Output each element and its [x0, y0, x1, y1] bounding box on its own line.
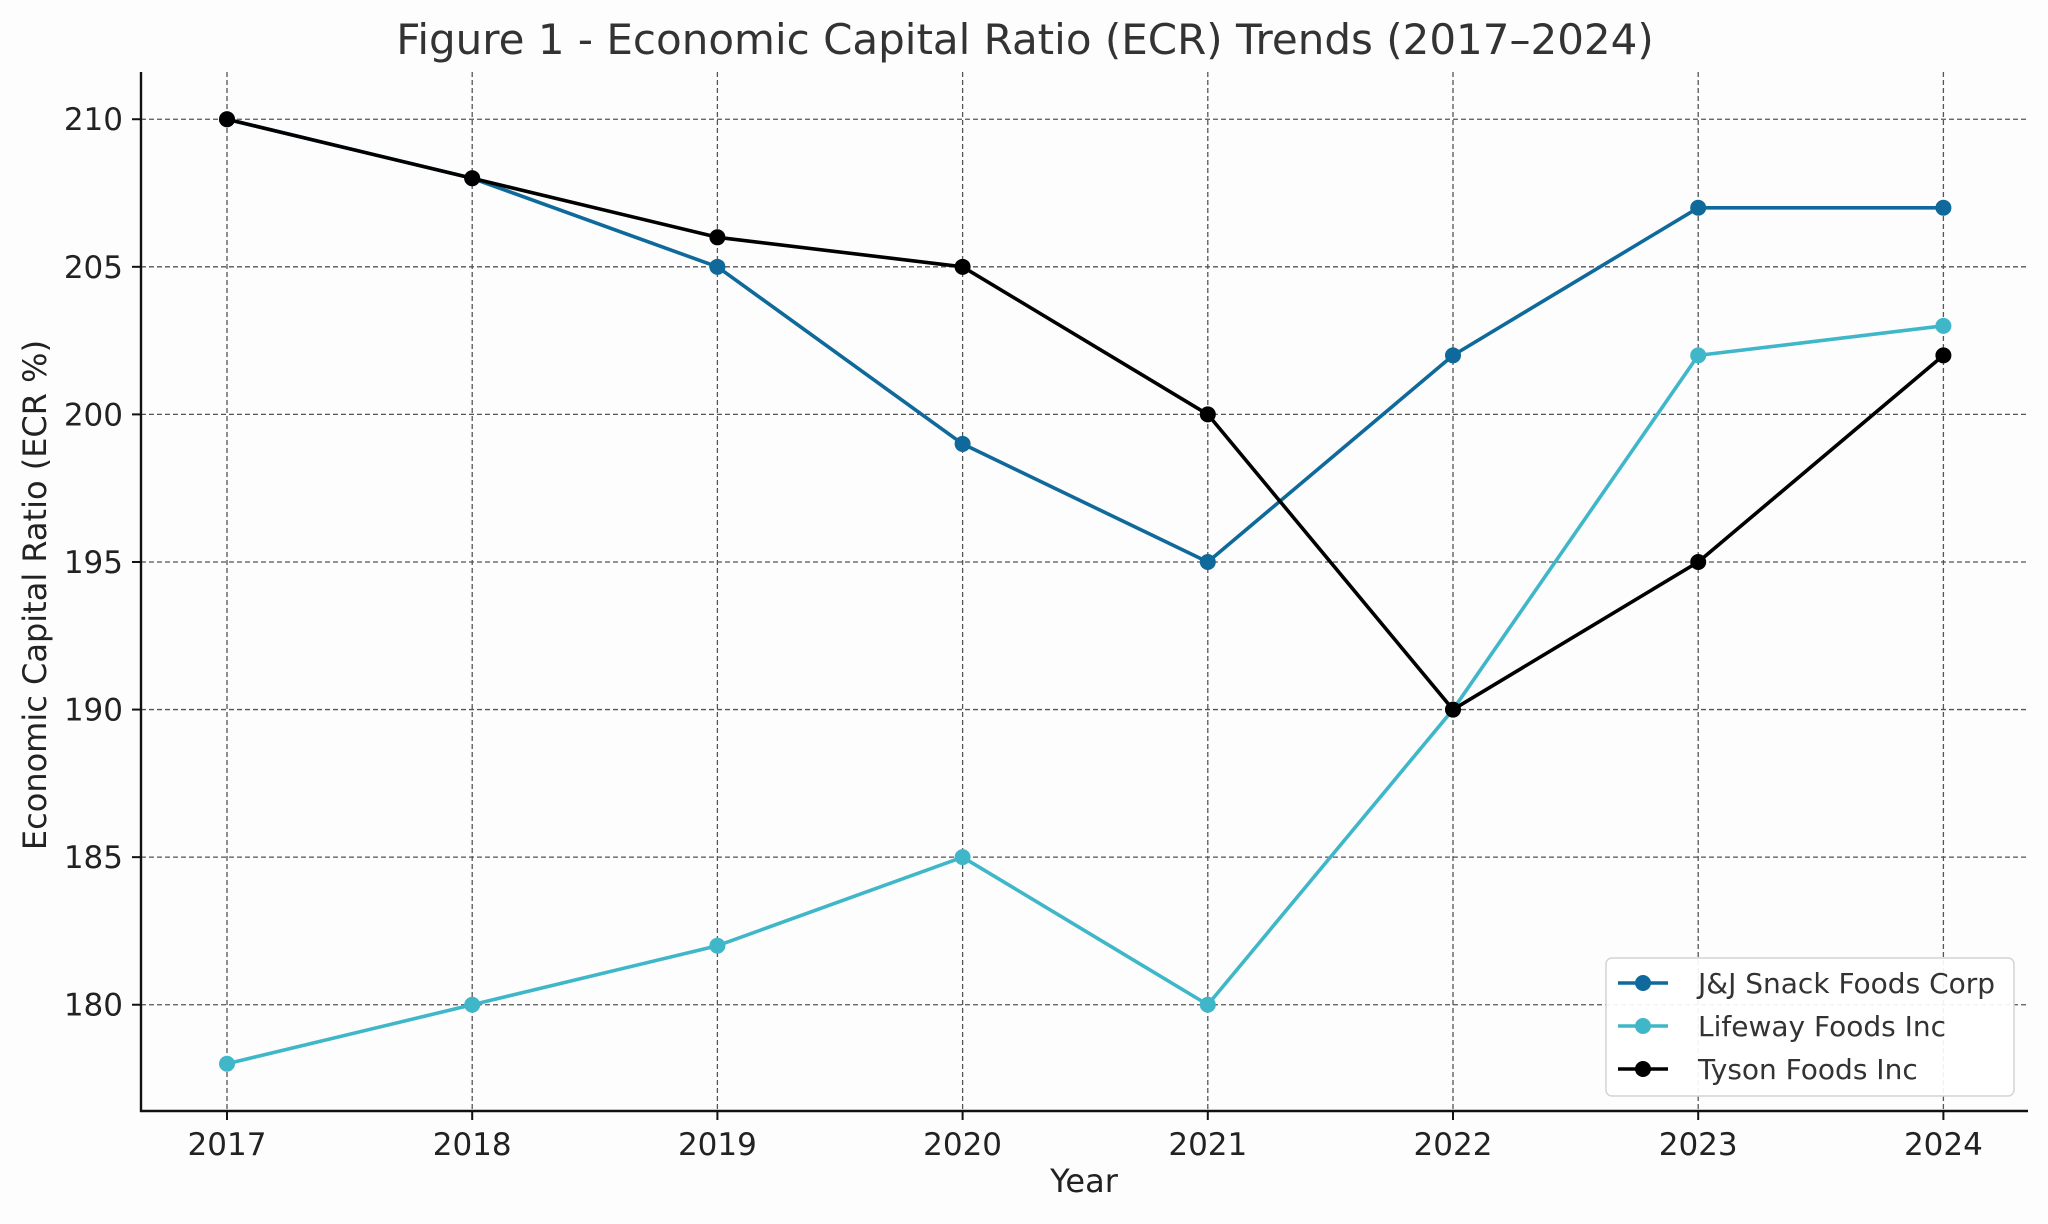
chart-title: Figure 1 - Economic Capital Ratio (ECR) … — [396, 15, 1654, 64]
data-point-2 — [709, 229, 726, 246]
x-tick-label: 2018 — [433, 1127, 512, 1163]
data-point-1 — [1935, 317, 1952, 334]
y-tick-label: 200 — [64, 397, 123, 433]
data-point-2 — [464, 170, 481, 187]
axes-layer: 2017 2018 2019 2020 2021 2022 2023 2024 180 185 19… — [64, 72, 2028, 1163]
x-tick-label: 2019 — [678, 1127, 757, 1163]
legend-marker-1 — [1635, 1018, 1651, 1034]
x-axis-label: Year — [1049, 1162, 1119, 1200]
series-line-2 — [225, 117, 1946, 712]
data-point-0 — [1445, 347, 1461, 364]
data-point-2 — [1445, 701, 1461, 718]
y-tick-label: 195 — [64, 545, 123, 581]
y-tick-label: 210 — [64, 102, 123, 138]
x-tick-label: 2024 — [1904, 1127, 1983, 1163]
legend-label: Tyson Foods Inc — [1697, 1053, 1918, 1086]
series-line-0 — [225, 117, 1946, 564]
y-tick-label: 180 — [64, 988, 123, 1024]
data-point-1 — [1690, 347, 1707, 364]
data-point-2 — [954, 258, 971, 275]
data-point-1 — [954, 849, 971, 866]
legend: J&J Snack Foods Corp Lifeway Foods Inc Tys… — [1605, 957, 2015, 1097]
series-layer — [219, 111, 1952, 1072]
x-tick-label: 2022 — [1414, 1127, 1493, 1163]
data-point-1 — [709, 937, 726, 954]
data-point-2 — [1690, 553, 1707, 570]
grid-layer — [141, 72, 2028, 1111]
x-tick-label: 2020 — [923, 1127, 1002, 1163]
data-point-2 — [1199, 406, 1216, 423]
legend-marker-0 — [1635, 975, 1651, 991]
data-point-2 — [1935, 347, 1952, 364]
data-point-1 — [464, 996, 481, 1013]
y-tick-label: 205 — [64, 250, 123, 286]
y-tick-label: 190 — [64, 693, 123, 729]
data-point-1 — [219, 1055, 235, 1072]
series-line-1 — [225, 324, 1946, 1066]
data-point-0 — [1199, 553, 1216, 570]
legend-label: J&J Snack Foods Corp — [1696, 967, 1995, 1000]
data-point-1 — [1199, 996, 1216, 1013]
legend-box — [1605, 957, 2015, 1097]
data-point-0 — [1690, 199, 1707, 216]
x-tick-label: 2017 — [188, 1127, 267, 1163]
data-point-0 — [1935, 199, 1952, 216]
data-point-0 — [954, 435, 971, 452]
data-point-2 — [219, 111, 235, 128]
y-axis-label: Economic Capital Ratio (ECR %) — [16, 340, 54, 850]
x-tick-label: 2023 — [1659, 1127, 1738, 1163]
legend-marker-2 — [1635, 1061, 1651, 1077]
x-tick-label: 2021 — [1168, 1127, 1247, 1163]
data-point-0 — [709, 258, 726, 275]
legend-label: Lifeway Foods Inc — [1698, 1010, 1946, 1043]
y-tick-label: 185 — [64, 840, 123, 876]
